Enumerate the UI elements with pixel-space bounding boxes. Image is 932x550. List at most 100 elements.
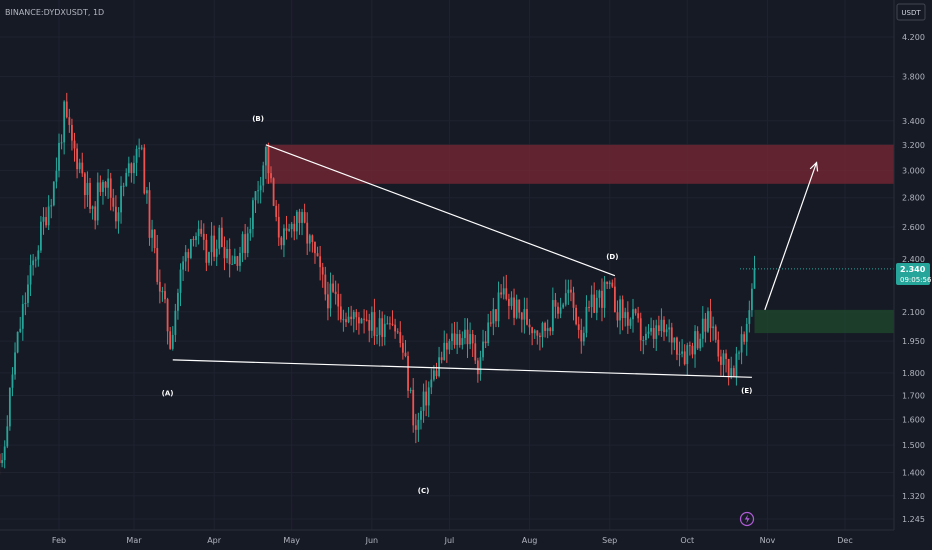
candle-body	[376, 335, 378, 337]
candle-body	[608, 282, 611, 284]
candle-body	[197, 228, 200, 237]
candle-body	[368, 320, 371, 331]
candle-body	[743, 334, 746, 342]
candle-body	[314, 242, 316, 254]
candle-body	[482, 341, 484, 358]
candle-body	[495, 309, 497, 322]
candle-body	[577, 324, 580, 330]
wave-label: (B)	[252, 115, 264, 123]
candle-body	[564, 293, 567, 305]
candle-body	[130, 163, 133, 174]
candle-body	[528, 324, 531, 328]
candle-body	[445, 342, 448, 350]
candle-body	[665, 329, 668, 333]
candle-body	[290, 223, 293, 230]
candle-body	[14, 352, 16, 375]
flash-icon-ring[interactable]	[739, 511, 755, 527]
time-tick-label: Mar	[126, 536, 142, 545]
time-axis[interactable]: Feb Mar Apr May Jun Jul Aug Sep Oct Nov Dec	[52, 536, 853, 545]
candle-body	[91, 206, 94, 209]
projection-arrow-head[interactable]	[809, 161, 819, 172]
candle-body	[526, 309, 528, 325]
candle-body	[24, 302, 27, 305]
candle-body	[492, 309, 495, 324]
candle-body	[559, 307, 562, 314]
projection-arrow[interactable]	[764, 162, 818, 311]
candle-body	[120, 185, 122, 213]
candle-body	[582, 332, 585, 342]
candle-body	[575, 307, 578, 325]
candle-body	[683, 351, 686, 365]
candle-body	[722, 353, 725, 365]
currency-button-frame[interactable]	[896, 3, 926, 21]
resistance-line[interactable]	[265, 144, 616, 277]
candle-body	[42, 217, 45, 222]
candle-body	[164, 291, 166, 300]
candle-body	[29, 265, 32, 285]
flash-icon[interactable]	[739, 511, 755, 527]
candle-body	[753, 268, 756, 289]
current-price-value: 2.340	[900, 265, 926, 274]
candle-body	[647, 331, 650, 334]
candle-body	[562, 304, 565, 308]
candle-body	[691, 345, 694, 355]
price-tick-label: 2.100	[902, 308, 925, 317]
candle-body	[347, 316, 350, 323]
candle-body	[133, 162, 135, 174]
price-axis[interactable]: 4.200 3.800 3.400 3.200 3.000 2.800 2.600 2.400…	[902, 33, 925, 524]
candle-body	[125, 172, 128, 186]
candle-body	[246, 233, 249, 254]
candle-body	[440, 357, 443, 360]
candle-body	[719, 356, 722, 365]
candle-body	[358, 317, 360, 324]
candle-body	[637, 313, 640, 319]
candle-body	[668, 327, 671, 330]
supply-zone[interactable]	[265, 144, 894, 184]
demand-zone[interactable]	[754, 309, 894, 334]
candle-body	[479, 357, 482, 375]
candle-body	[676, 337, 678, 355]
candle-body	[332, 283, 334, 292]
candle-body	[249, 229, 252, 234]
candle-body	[642, 340, 645, 342]
candle-body	[189, 239, 192, 258]
symbol-title[interactable]: BINANCE:DYDXUSDT, 1D	[5, 8, 104, 17]
candle-body	[334, 291, 337, 295]
candle-body	[179, 269, 182, 293]
candle-body	[735, 353, 738, 377]
currency-button-label[interactable]: USDT	[901, 9, 921, 17]
candle-body	[433, 370, 435, 380]
currency-button[interactable]: USDT	[896, 3, 926, 21]
candle-body	[71, 124, 73, 141]
candle-body	[339, 306, 342, 320]
candle-body	[73, 140, 76, 149]
candle-body	[3, 446, 6, 461]
candle-body	[699, 338, 702, 349]
candle-body	[476, 360, 479, 375]
candle-body	[448, 341, 451, 350]
candle-body	[572, 292, 575, 308]
candle-body	[709, 311, 712, 329]
candle-body	[272, 178, 275, 206]
candle-body	[624, 312, 627, 318]
candle-body	[670, 327, 673, 343]
candle-body	[264, 146, 267, 166]
candle-body	[138, 147, 141, 149]
support-line[interactable]	[172, 359, 752, 378]
price-tick-label: 3.200	[902, 141, 925, 150]
candlestick-series[interactable]	[0, 92, 756, 475]
candle-body	[146, 190, 148, 194]
candle-body	[464, 329, 466, 339]
candle-body	[634, 309, 637, 314]
flash-icon-bolt[interactable]	[744, 514, 750, 524]
candle-body	[27, 284, 29, 303]
time-tick-label: Aug	[522, 536, 538, 545]
candle-body	[590, 294, 593, 308]
candle-body	[730, 368, 733, 378]
chart-drawings[interactable]	[172, 144, 894, 378]
candle-body	[430, 379, 433, 388]
candle-body	[76, 148, 78, 170]
candle-body	[32, 260, 35, 266]
candle-body	[1, 460, 4, 464]
